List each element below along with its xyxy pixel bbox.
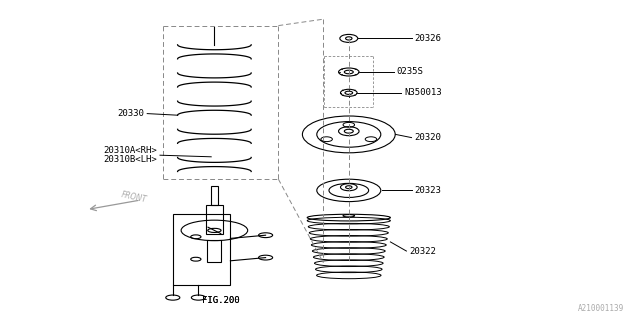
Text: FIG.200: FIG.200: [202, 296, 239, 305]
Text: 0235S: 0235S: [397, 68, 424, 76]
Text: N350013: N350013: [404, 88, 442, 97]
Text: 20323: 20323: [415, 186, 442, 195]
Bar: [173, 214, 230, 285]
Text: 20310B<LH>: 20310B<LH>: [103, 156, 157, 164]
Bar: [207, 240, 221, 262]
Text: A210001139: A210001139: [578, 304, 624, 313]
Text: 20326: 20326: [415, 34, 442, 43]
Text: FIG.200: FIG.200: [202, 296, 239, 305]
Bar: [206, 205, 223, 234]
Bar: [211, 186, 218, 205]
Text: 20310A<RH>: 20310A<RH>: [103, 146, 157, 155]
Text: FRONT: FRONT: [121, 190, 148, 204]
Text: 20322: 20322: [410, 246, 436, 256]
Text: 20330: 20330: [117, 109, 144, 118]
Text: 20320: 20320: [415, 133, 442, 142]
